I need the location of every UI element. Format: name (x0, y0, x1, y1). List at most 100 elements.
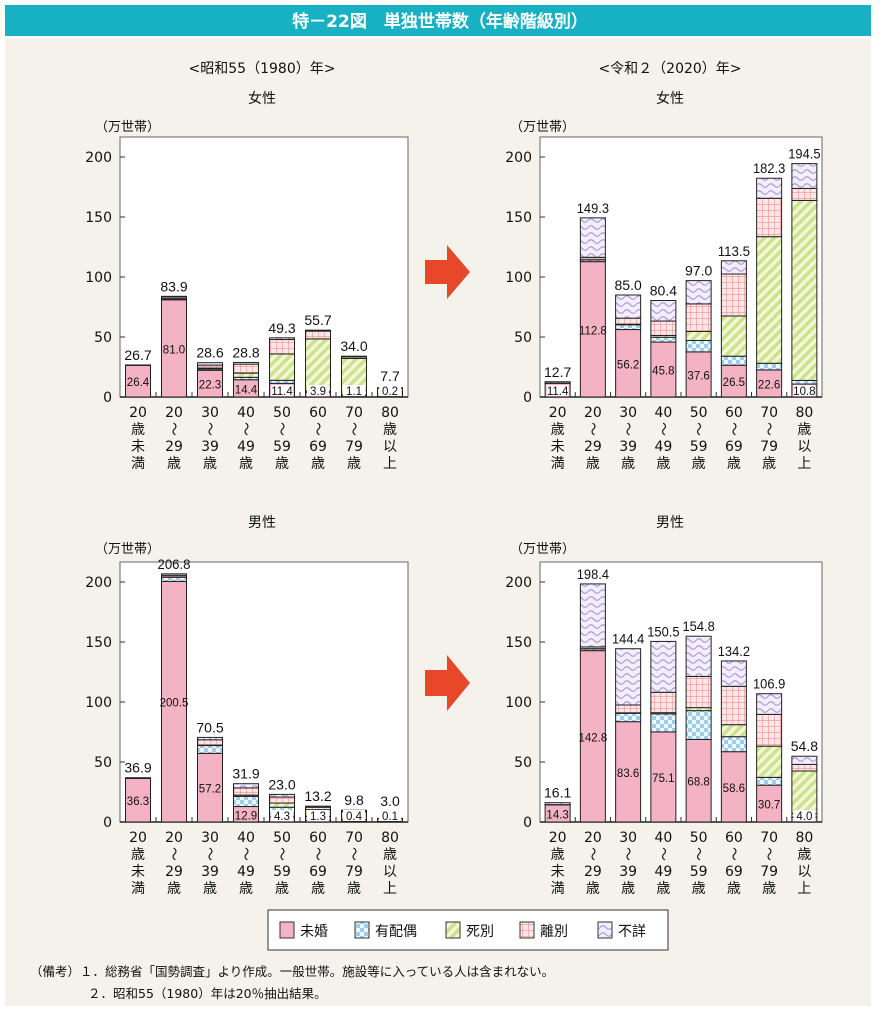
legend: 未婚有配偶死別離別不詳 (268, 910, 668, 950)
total-value-label: 34.0 (340, 338, 367, 354)
legend-item-divorced: 離別 (520, 922, 568, 940)
x-tick-label-line: 歳 (692, 456, 706, 472)
x-tick-label-line: 歳 (692, 881, 706, 897)
unmarried-value-label: 36.3 (127, 796, 149, 808)
x-tick-label-line: 未 (551, 864, 565, 880)
x-tick-label-line: 未 (131, 439, 145, 455)
y-tick-label: 50 (514, 755, 532, 771)
bar-segment-widowed (792, 200, 817, 380)
bar-segment-divorced (792, 188, 817, 200)
x-tick-label: 70～79歳 (760, 405, 778, 472)
x-tick-label-line: ～ (273, 847, 289, 861)
y-tick-label: 200 (85, 150, 112, 166)
x-tick-label: 40～49歳 (654, 405, 672, 472)
chart-3: （万世帯）05010015020036.336.920歳未満200.5206.8… (85, 542, 408, 897)
x-tick-label: 30～39歳 (619, 830, 637, 897)
legend-item-unknown: 不詳 (598, 922, 646, 940)
checker-blue-swatch-icon (355, 922, 369, 938)
total-value-label: 26.7 (124, 347, 151, 363)
bar-segment-married (792, 380, 817, 384)
y-axis-label: （万世帯） (510, 542, 575, 557)
x-tick-label-line: ～ (201, 422, 217, 436)
bar-stack: 1.134.0 (340, 338, 367, 398)
x-tick-label-line: 29 (584, 864, 602, 880)
bar-segment-unknown (270, 338, 295, 340)
unmarried-value-label: 83.6 (617, 768, 639, 780)
bar-segment-unknown (651, 641, 676, 692)
x-tick-label: 30～39歳 (201, 830, 219, 897)
total-value-label: 7.7 (380, 368, 400, 384)
legend-item-married: 有配偶 (355, 922, 417, 940)
unmarried-value-label: 3.9 (310, 386, 326, 398)
x-tick-label-line: 歳 (383, 422, 397, 438)
x-tick-label-line: 歳 (275, 881, 289, 897)
total-value-label: 194.5 (788, 146, 820, 162)
x-tick-label-line: 歳 (311, 456, 325, 472)
bar-segment-widowed (792, 771, 817, 814)
x-tick-label: 20～29歳 (584, 405, 602, 472)
x-tick-label-line: 歳 (797, 847, 811, 863)
bar-segment-divorced (270, 340, 295, 354)
bar-segment-divorced (234, 788, 259, 795)
bar-segment-divorced (792, 764, 817, 771)
x-tick-label-line: 20 (549, 830, 567, 846)
total-value-label: 106.9 (753, 676, 785, 692)
x-tick-label-line: 60 (725, 405, 743, 421)
unmarried-value-label: 0.4 (346, 811, 363, 823)
total-value-label: 13.2 (304, 788, 331, 804)
total-value-label: 70.5 (196, 719, 223, 735)
x-tick-label-line: 50 (273, 830, 291, 846)
legend-label: 離別 (540, 923, 568, 940)
x-tick-label-line: 50 (273, 405, 291, 421)
x-tick-label: 60～69歳 (725, 830, 743, 897)
y-tick-label: 150 (505, 635, 532, 651)
bar-stack: 56.285.0 (615, 277, 642, 397)
x-tick-label-line: 歳 (311, 881, 325, 897)
x-tick-label-line: 49 (654, 439, 672, 455)
x-tick-label-line: 歳 (656, 881, 670, 897)
x-tick-label-line: 39 (201, 439, 219, 455)
total-value-label: 83.9 (160, 278, 187, 294)
bar-stack: 0.13.0 (378, 793, 403, 823)
legend-label: 不詳 (618, 924, 646, 940)
bar-stack: 14.316.1 (544, 785, 571, 822)
x-tick-label-line: 歳 (656, 456, 670, 472)
x-tick-label-line: ～ (690, 422, 706, 436)
x-tick-label-line: 69 (725, 439, 743, 455)
total-value-label: 49.3 (268, 320, 295, 336)
x-tick-label-line: ～ (273, 422, 289, 436)
total-value-label: 55.7 (304, 312, 331, 328)
y-tick-label: 200 (85, 575, 112, 591)
total-value-label: 206.8 (158, 556, 191, 572)
bar-segment-married (757, 363, 782, 370)
x-tick-label-line: 上 (797, 881, 811, 897)
bar-stack: 36.336.9 (124, 760, 151, 822)
x-tick-label-line: 30 (619, 405, 637, 421)
x-tick-label-line: 40 (654, 405, 672, 421)
x-tick-label: 20～29歳 (165, 830, 183, 897)
bar-segment-divorced (198, 740, 223, 745)
x-tick-label: 60～69歳 (309, 405, 327, 472)
bar-segment-widowed (306, 339, 331, 391)
x-tick-label: 40～49歳 (654, 830, 672, 897)
x-tick-label-line: 歳 (762, 456, 776, 472)
x-tick-label-line: ～ (654, 847, 670, 861)
unmarried-value-label: 81.0 (163, 344, 185, 356)
total-value-label: 3.0 (380, 793, 400, 809)
y-tick-label: 100 (505, 270, 532, 286)
bar-segment-widowed (686, 331, 711, 340)
x-tick-label-line: 79 (760, 439, 778, 455)
legend-item-widowed: 死別 (446, 922, 494, 940)
bar-segment-divorced (651, 692, 676, 712)
x-tick-label: 60～69歳 (309, 830, 327, 897)
x-tick-label-line: ～ (584, 847, 600, 861)
bar-segment-married (651, 337, 676, 342)
